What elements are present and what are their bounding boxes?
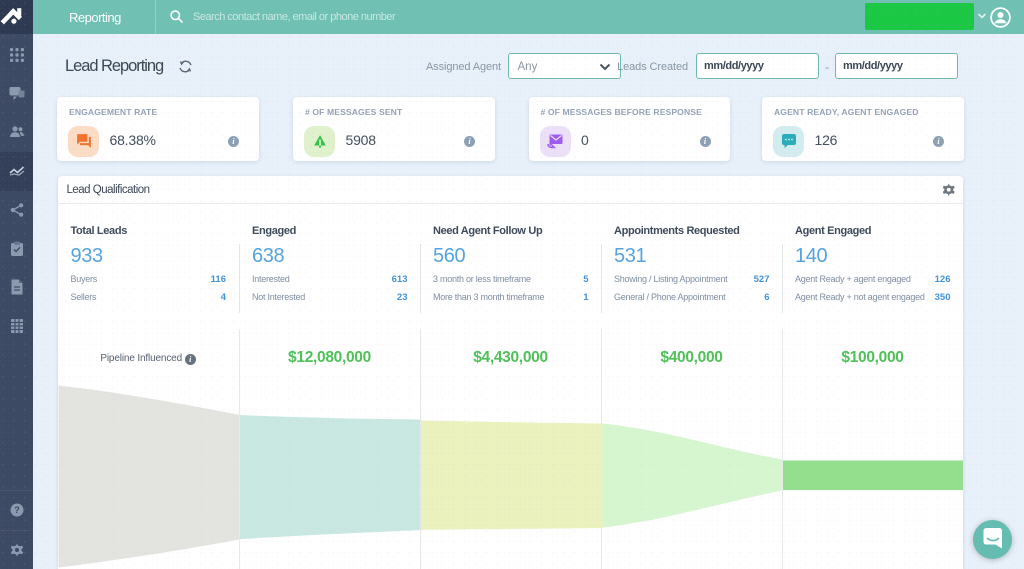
svg-text:?: ?: [14, 505, 20, 515]
